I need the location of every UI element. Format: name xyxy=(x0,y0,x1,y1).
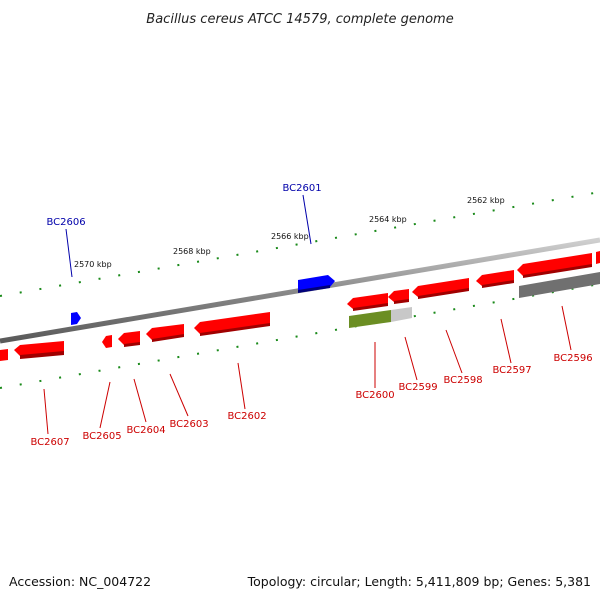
gene-label-BC2603[interactable]: BC2603 xyxy=(169,419,208,430)
tick-label-2566: 2566 kbp xyxy=(271,232,309,241)
gene-BC2596[interactable] xyxy=(519,272,600,298)
leader-BC2598 xyxy=(445,329,463,374)
gene-label-BC2596[interactable]: BC2596 xyxy=(553,353,592,364)
gene-BC2597[interactable] xyxy=(476,270,514,288)
genome-title: Bacillus cereus ATCC 14579, complete gen… xyxy=(146,12,453,27)
tick-label-2564: 2564 kbp xyxy=(369,215,407,224)
gene-BC2605[interactable] xyxy=(102,335,112,348)
accession-label: Accession: NC_004722 xyxy=(9,574,151,589)
gene-label-BC2604[interactable]: BC2604 xyxy=(126,425,165,436)
gene-BC2599-upper[interactable] xyxy=(347,293,388,311)
genome-summary: Topology: circular; Length: 5,411,809 bp… xyxy=(247,574,591,589)
gene-BC2604[interactable] xyxy=(118,331,140,347)
gene-label-BC2598[interactable]: BC2598 xyxy=(443,375,482,386)
leader-BC2596 xyxy=(561,305,572,351)
gene-BC2598[interactable] xyxy=(412,278,469,299)
leader-BC2602 xyxy=(237,362,246,410)
leader-BC2601 xyxy=(302,194,312,245)
gene-label-BC2607[interactable]: BC2607 xyxy=(30,437,69,448)
gene-label-BC2597[interactable]: BC2597 xyxy=(492,365,531,376)
tick-label-2562: 2562 kbp xyxy=(467,196,505,205)
leader-BC2599 xyxy=(404,336,418,381)
tick-label-2570: 2570 kbp xyxy=(74,260,112,269)
leader-BC2606 xyxy=(65,228,73,278)
tick-label-2568: 2568 kbp xyxy=(173,247,211,256)
gene-label-BC2600[interactable]: BC2600 xyxy=(355,390,394,401)
gene-BC2606[interactable] xyxy=(71,312,81,325)
gene-label-BC2602[interactable]: BC2602 xyxy=(227,411,266,422)
leader-BC2605 xyxy=(99,381,111,429)
gene-label-BC2601[interactable]: BC2601 xyxy=(282,183,321,194)
gene-BC2607[interactable] xyxy=(0,341,64,361)
gene-label-BC2606[interactable]: BC2606 xyxy=(46,217,85,228)
gene-BC2599[interactable] xyxy=(388,289,409,304)
leader-BC2603 xyxy=(169,373,189,417)
leader-BC2604 xyxy=(133,378,147,423)
gene-BC2603[interactable] xyxy=(146,324,184,342)
gene-BC2601[interactable] xyxy=(298,275,335,293)
leader-BC2607 xyxy=(43,388,49,435)
leader-BC2597 xyxy=(500,318,512,364)
gene-BC2600[interactable] xyxy=(349,307,412,328)
gene-BC2596-red[interactable] xyxy=(517,251,600,278)
gene-label-BC2605[interactable]: BC2605 xyxy=(82,431,121,442)
gene-label-BC2599[interactable]: BC2599 xyxy=(398,382,437,393)
gene-BC2602[interactable] xyxy=(194,312,270,336)
leader-lines xyxy=(43,194,572,435)
